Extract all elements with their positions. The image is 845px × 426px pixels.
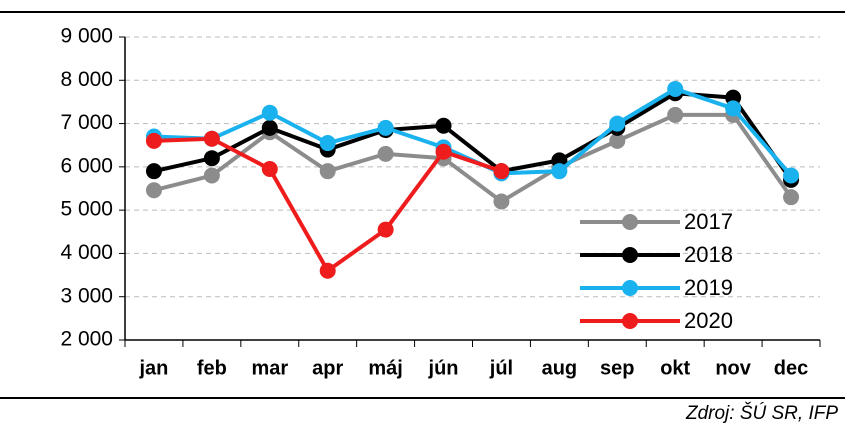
point [609, 132, 626, 149]
point [261, 161, 278, 178]
point [319, 135, 336, 152]
x-tick-label: jún [428, 357, 459, 379]
point [319, 262, 336, 279]
y-tick-label: 5 000 [60, 198, 113, 221]
point [203, 130, 220, 147]
point [435, 117, 452, 134]
point [319, 163, 336, 180]
point [377, 145, 394, 162]
point [783, 189, 800, 206]
x-tick-label: júl [489, 357, 513, 379]
x-tick-label: máj [368, 357, 402, 379]
point [493, 163, 510, 180]
x-tick-label: apr [312, 357, 343, 379]
legend-label: 2020 [684, 308, 733, 333]
legend-label: 2019 [684, 275, 733, 300]
point [609, 115, 626, 132]
point [203, 150, 220, 167]
y-tick-label: 9 000 [60, 25, 113, 48]
point [203, 167, 220, 184]
legend-label: 2018 [684, 242, 733, 267]
point [261, 104, 278, 121]
series-line [153, 112, 793, 204]
x-tick-label: dec [774, 357, 808, 379]
point [783, 167, 800, 184]
point [145, 163, 162, 180]
y-tick-label: 8 000 [60, 68, 113, 91]
legend-marker [622, 214, 638, 230]
y-tick-label: 7 000 [60, 111, 113, 134]
source: Zdroj: ŠÚ SR, IFP [685, 402, 838, 424]
point [261, 119, 278, 136]
point [435, 143, 452, 160]
x-tick-label: nov [715, 357, 751, 379]
x-tick-label: sep [600, 357, 634, 379]
legend-marker [622, 313, 638, 329]
y-tick-label: 4 000 [60, 241, 113, 264]
point [145, 182, 162, 199]
x-tick-label: okt [660, 357, 690, 379]
x-tick-label: mar [251, 357, 288, 379]
point [493, 193, 510, 210]
x-tick-label: jan [139, 357, 169, 379]
point [551, 163, 568, 180]
legend-marker [622, 280, 638, 296]
y-tick-label: 2 000 [60, 328, 113, 351]
y-tick-label: 3 000 [60, 284, 113, 307]
x-tick-label: feb [197, 357, 227, 379]
point [725, 100, 742, 117]
y-tick-label: 6 000 [60, 154, 113, 177]
point [667, 106, 684, 123]
x-tick-label: aug [542, 357, 578, 379]
legend-marker [622, 247, 638, 263]
point [377, 119, 394, 136]
legend-label: 2017 [684, 209, 733, 234]
point [145, 132, 162, 149]
point [377, 221, 394, 238]
point [667, 80, 684, 97]
